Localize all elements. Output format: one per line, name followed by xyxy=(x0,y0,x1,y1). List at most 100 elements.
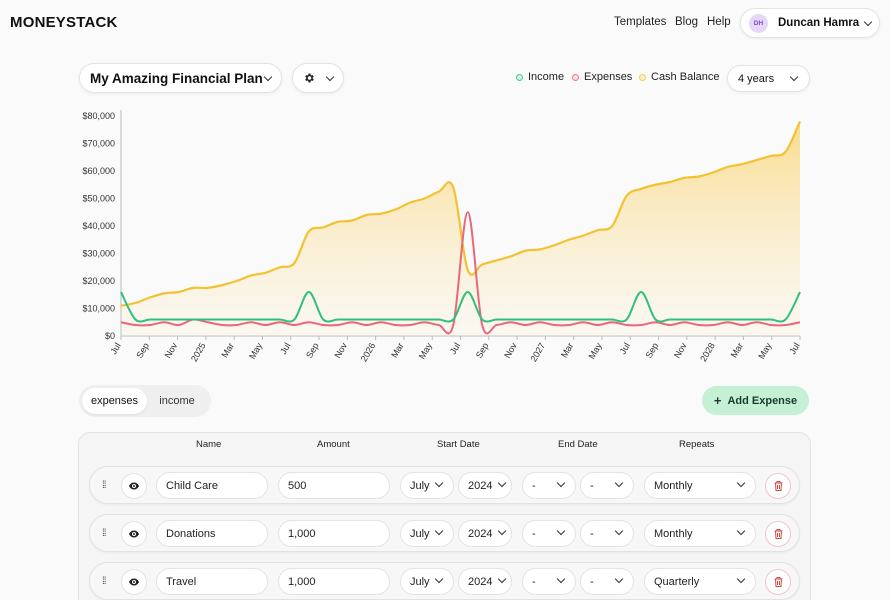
delete-button[interactable] xyxy=(765,473,791,499)
visibility-toggle[interactable] xyxy=(121,473,147,499)
x-tick-label: 2025 xyxy=(189,341,208,363)
chevron-down-icon xyxy=(434,574,444,584)
visibility-toggle[interactable] xyxy=(121,569,147,595)
cash-dot-icon xyxy=(639,73,646,81)
income-dot-icon xyxy=(516,73,523,81)
drag-handle-icon[interactable]: ⁞⁞ xyxy=(102,576,106,587)
x-tick-label: Mar xyxy=(389,341,405,359)
name-input[interactable]: Donations xyxy=(156,520,268,547)
chevron-down-icon xyxy=(434,526,444,536)
amount-input[interactable]: 1,000 xyxy=(278,520,390,547)
start-month-select[interactable]: July xyxy=(400,568,454,595)
y-tick-label: $0 xyxy=(105,331,115,341)
name-input[interactable]: Child Care xyxy=(156,472,268,499)
nav-blog[interactable]: Blog xyxy=(675,16,699,28)
name-input[interactable]: Travel xyxy=(156,568,268,595)
x-tick-label: Sep xyxy=(304,341,321,360)
x-tick-label: Mar xyxy=(729,341,745,359)
chevron-down-icon xyxy=(736,526,746,536)
start-year-value: 2024 xyxy=(468,575,493,588)
chevron-down-icon xyxy=(863,17,873,26)
gear-icon xyxy=(305,73,314,83)
add-expense-button[interactable]: + Add Expense xyxy=(702,386,809,415)
amount-input[interactable]: 500 xyxy=(278,472,390,499)
range-select[interactable]: 4 years xyxy=(727,65,810,92)
start-month-value: July xyxy=(410,479,430,492)
income-line xyxy=(120,290,801,323)
repeats-select[interactable]: Quarterly xyxy=(644,568,756,595)
eye-icon xyxy=(129,530,139,538)
trash-icon xyxy=(774,481,782,491)
user-menu[interactable]: DH Duncan Hamra xyxy=(740,8,880,38)
start-year-select[interactable]: 2024 xyxy=(458,568,512,595)
start-month-select[interactable]: July xyxy=(400,472,454,499)
end-year-select[interactable]: - xyxy=(580,520,634,547)
end-year-select[interactable]: - xyxy=(580,568,634,595)
x-tick-label: Nov xyxy=(163,341,180,360)
table-row: ⁞⁞ Travel 1,000 July 2024 - - Quarterly xyxy=(89,562,800,600)
legend-label: Cash Balance xyxy=(651,71,720,83)
end-month-value: - xyxy=(532,527,536,540)
chevron-down-icon xyxy=(736,574,746,584)
x-tick-label: Jul xyxy=(108,341,122,356)
tab-income[interactable]: income xyxy=(159,395,195,407)
chevron-down-icon xyxy=(556,526,566,536)
eye-icon xyxy=(129,578,139,586)
start-year-select[interactable]: 2024 xyxy=(458,472,512,499)
repeats-value: Monthly xyxy=(654,527,693,540)
chevron-down-icon xyxy=(434,478,444,488)
repeats-value: Monthly xyxy=(654,479,693,492)
y-tick-label: $10,000 xyxy=(82,304,115,314)
x-tick-label: Jul xyxy=(787,341,801,356)
cash-balance-line xyxy=(120,121,801,307)
visibility-toggle[interactable] xyxy=(121,521,147,547)
table-row: ⁞⁞ Child Care 500 July 2024 - - Monthly xyxy=(89,466,800,504)
end-month-select[interactable]: - xyxy=(522,568,576,595)
end-year-value: - xyxy=(590,527,594,540)
tab-expenses[interactable]: expenses xyxy=(82,388,147,414)
repeats-select[interactable]: Monthly xyxy=(644,520,756,547)
y-tick-label: $50,000 xyxy=(82,194,115,204)
chevron-down-icon xyxy=(614,574,624,584)
expenses-line xyxy=(120,211,801,335)
drag-handle-icon[interactable]: ⁞⁞ xyxy=(102,480,106,491)
table-row: ⁞⁞ Donations 1,000 July 2024 - - Monthly xyxy=(89,514,800,552)
end-month-value: - xyxy=(532,575,536,588)
end-year-select[interactable]: - xyxy=(580,472,634,499)
start-month-value: July xyxy=(410,575,430,588)
x-tick-label: 2027 xyxy=(528,341,547,363)
chevron-down-icon xyxy=(556,478,566,488)
legend-label: Expenses xyxy=(584,71,633,83)
nav-templates[interactable]: Templates xyxy=(614,16,667,28)
eye-icon xyxy=(129,482,139,490)
col-amount: Amount xyxy=(317,439,350,450)
chevron-down-icon xyxy=(497,574,507,584)
cash-flow-chart: $0 $10,000 $20,000 $30,000 $40,000 $50,000 $60… xyxy=(82,110,802,363)
x-tick-label: Sep xyxy=(474,341,491,360)
end-month-select[interactable]: - xyxy=(522,472,576,499)
chevron-down-icon xyxy=(736,478,746,488)
avatar: DH xyxy=(749,13,768,33)
repeats-select[interactable]: Monthly xyxy=(644,472,756,499)
chevron-down-icon xyxy=(789,72,799,82)
drag-handle-icon[interactable]: ⁞⁞ xyxy=(102,528,106,539)
settings-button[interactable] xyxy=(292,63,344,93)
start-month-value: July xyxy=(410,527,430,540)
start-month-select[interactable]: July xyxy=(400,520,454,547)
nav-help[interactable]: Help xyxy=(707,16,731,28)
plan-selector[interactable]: My Amazing Financial Plan xyxy=(79,63,282,93)
app-logo[interactable]: MONEYSTACK xyxy=(10,14,118,31)
cash-balance-area xyxy=(121,121,800,336)
chevron-down-icon xyxy=(614,478,624,488)
delete-button[interactable] xyxy=(765,521,791,547)
x-tick-label: Sep xyxy=(134,341,151,360)
legend-cash-balance: Cash Balance xyxy=(639,71,720,83)
x-tick-label: Sep xyxy=(644,341,661,360)
y-tick-label: $60,000 xyxy=(82,166,115,176)
end-year-value: - xyxy=(590,575,594,588)
end-month-select[interactable]: - xyxy=(522,520,576,547)
delete-button[interactable] xyxy=(765,569,791,595)
start-year-select[interactable]: 2024 xyxy=(458,520,512,547)
amount-input[interactable]: 1,000 xyxy=(278,568,390,595)
chevron-down-icon xyxy=(263,72,273,81)
